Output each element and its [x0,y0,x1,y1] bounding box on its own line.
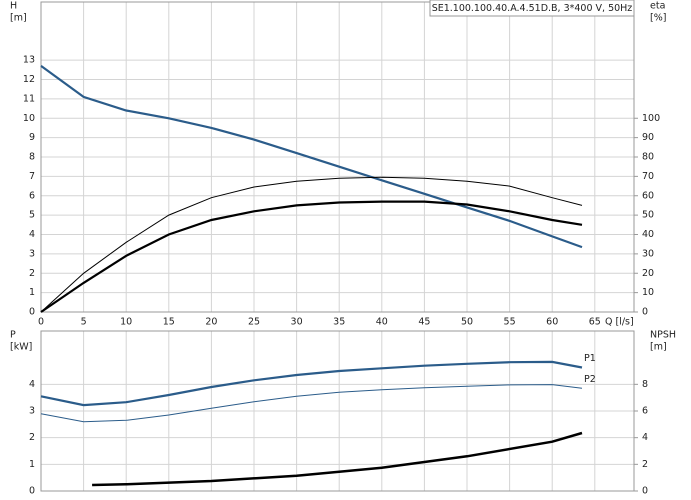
y-tick-label: 11 [23,93,35,104]
y-tick-label: 5 [29,210,35,221]
series-label: P2 [584,374,596,385]
y-tick-label: 8 [29,152,35,163]
plot-frame [40,330,635,492]
title-box [429,0,635,17]
y2-tick-label: 0 [642,486,648,497]
y2-tick-label: 80 [642,152,654,163]
x-tick-label: 50 [461,317,473,328]
y-tick-label: 3 [29,248,35,259]
x-tick-label: 45 [418,317,430,328]
y-tick-label: 9 [29,132,35,143]
y2-tick-label: 0 [642,307,648,318]
y-tick-label: 1 [29,459,35,470]
y-tick-label: 0 [29,486,35,497]
x-tick-label: 65 [589,317,601,328]
y2-tick-label: 4 [642,432,648,443]
curve [40,65,583,249]
y2-tick-label: 20 [642,268,654,279]
x-tick-label: 60 [546,317,558,328]
y-tick-label: 4 [29,229,35,240]
x-tick-label: 20 [205,317,217,328]
y2-axis-label: eta [650,1,665,12]
y-axis-label: [kW] [10,342,32,353]
y2-tick-label: 10 [642,287,654,298]
y-tick-label: 1 [29,287,35,298]
x-tick-label: 30 [291,317,303,328]
y2-axis-label: [m] [650,342,667,353]
y2-tick-label: 6 [642,406,648,417]
curve [40,384,583,423]
y-tick-label: 10 [23,113,35,124]
x-tick-label: 10 [120,317,132,328]
y2-axis-label: [%] [650,13,666,24]
y-tick-label: 13 [23,55,35,66]
curve [40,176,583,313]
chart-title: SE1.100.100.40.A.4.51D.B, 3*400 V, 50Hz [432,3,633,14]
y-tick-label: 2 [29,432,35,443]
y-axis-label: H [10,1,17,12]
curve [40,200,583,313]
x-tick-label: 55 [504,317,516,328]
y2-tick-label: 2 [642,459,648,470]
y-axis-label: P [10,330,16,341]
y-tick-label: 0 [29,307,35,318]
y2-tick-label: 30 [642,248,654,259]
y-axis-label: [m] [10,13,27,24]
x-axis-label: Q [l/s] [605,317,634,328]
y-tick-label: 12 [23,74,35,85]
y2-tick-label: 40 [642,229,654,240]
x-tick-label: 35 [333,317,345,328]
y2-axis-label: NPSH [650,330,676,341]
y-tick-label: 4 [29,379,35,390]
y2-tick-label: 70 [642,171,654,182]
x-tick-label: 15 [163,317,175,328]
y2-tick-label: 100 [642,113,660,124]
y2-tick-label: 90 [642,132,654,143]
series-label: P1 [584,353,596,364]
y2-tick-label: 60 [642,190,654,201]
plot-frame [40,1,635,313]
y2-tick-label: 50 [642,210,654,221]
curve [92,431,583,487]
x-tick-label: 40 [376,317,388,328]
y-tick-label: 7 [29,171,35,182]
y2-tick-label: 8 [642,379,648,390]
x-tick-label: 0 [38,317,44,328]
x-tick-label: 25 [248,317,260,328]
curve [40,360,583,407]
y-tick-label: 3 [29,406,35,417]
y-tick-label: 2 [29,268,35,279]
x-tick-label: 5 [81,317,87,328]
y-tick-label: 6 [29,190,35,201]
